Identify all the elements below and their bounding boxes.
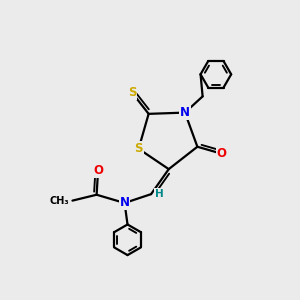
Text: H: H [155, 189, 164, 199]
Text: N: N [180, 106, 190, 119]
Text: S: S [134, 142, 143, 155]
Text: CH₃: CH₃ [49, 196, 69, 206]
Text: N: N [120, 196, 130, 209]
Text: O: O [216, 147, 226, 160]
Text: O: O [93, 164, 103, 177]
Text: S: S [128, 86, 136, 100]
